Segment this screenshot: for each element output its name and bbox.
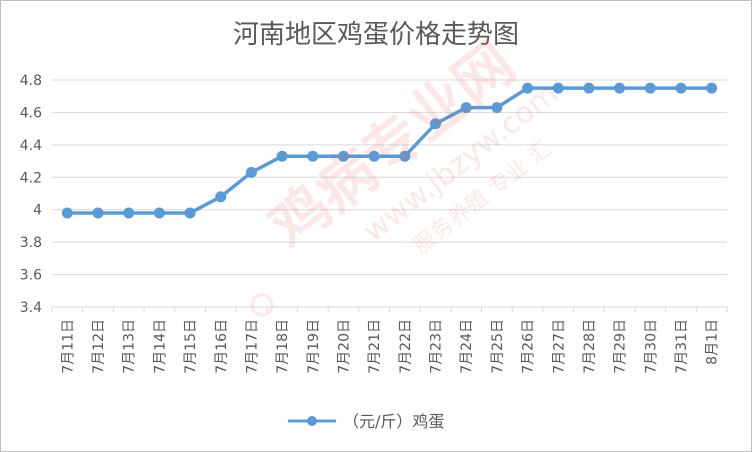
series-layer [61,82,718,219]
data-point [123,207,135,219]
x-tick-label: 7月29日 [613,319,629,374]
y-tick-label: 3.4 [20,300,42,316]
data-point [368,150,380,162]
data-point [276,150,288,162]
chart-title: 河南地区鸡蛋价格走势图 [232,20,519,50]
x-tick-label: 7月16日 [214,319,230,374]
x-tick-label: 7月11日 [60,319,76,374]
data-point [644,82,656,94]
x-tick-label: 7月22日 [398,319,414,374]
data-point [491,102,503,114]
x-tick-label: 7月13日 [122,319,138,374]
x-tick-label: 7月28日 [582,319,598,374]
y-tick-label: 4.4 [20,138,42,154]
data-point [399,150,411,162]
y-tick-label: 4.6 [20,105,42,121]
y-axis: 4.8 4.6 4.4 4.2 4 3.8 3.6 3.4 [20,73,42,316]
x-tick-label: 7月27日 [551,319,567,374]
x-tick-label: 7月18日 [275,319,291,374]
x-tick-label: 7月23日 [429,319,445,374]
x-tick-label: 7月19日 [306,319,322,374]
y-tick-label: 4.8 [20,73,42,89]
x-tick-label: 7月21日 [367,319,383,374]
x-tick-label: 7月25日 [490,319,506,374]
data-point [583,82,595,94]
legend-label: （元/斤）鸡蛋 [343,412,444,431]
data-point [215,191,227,203]
data-point [460,102,472,114]
x-axis: 7月11日 7月12日 7月13日 7月14日 7月15日 7月16日 7月17日 7月18日… [51,306,728,374]
x-tick-label: 7月14日 [152,319,168,374]
data-point [184,207,196,219]
data-point [675,82,687,94]
legend: （元/斤）鸡蛋 [288,412,444,431]
data-point [61,207,73,219]
y-tick-label: 3.8 [20,235,42,251]
x-tick-label: 7月30日 [643,319,659,374]
data-point [307,150,319,162]
data-point [430,118,442,130]
legend-marker-swatch [307,416,317,426]
x-tick-label: 8月1日 [705,319,721,365]
grid-lines [52,79,727,308]
y-tick-label: 4 [33,203,42,219]
data-point [522,82,534,94]
data-point [614,82,626,94]
series-line-eggs [67,86,712,215]
data-point [92,207,104,219]
x-tick-label: 7月31日 [674,319,690,374]
x-tick-label: 7月24日 [459,319,475,374]
x-tick-label: 7月17日 [244,319,260,374]
x-tick-label: 7月12日 [91,319,107,374]
y-tick-label: 3.6 [20,268,42,284]
data-point [706,82,718,94]
x-tick-label: 7月26日 [521,319,537,374]
data-point [153,207,165,219]
data-point [552,82,564,94]
x-tick-label: 7月15日 [183,319,199,374]
x-tick-label: 7月20日 [336,319,352,374]
data-point [245,166,257,178]
y-tick-label: 4.2 [20,170,42,186]
data-point [337,150,349,162]
